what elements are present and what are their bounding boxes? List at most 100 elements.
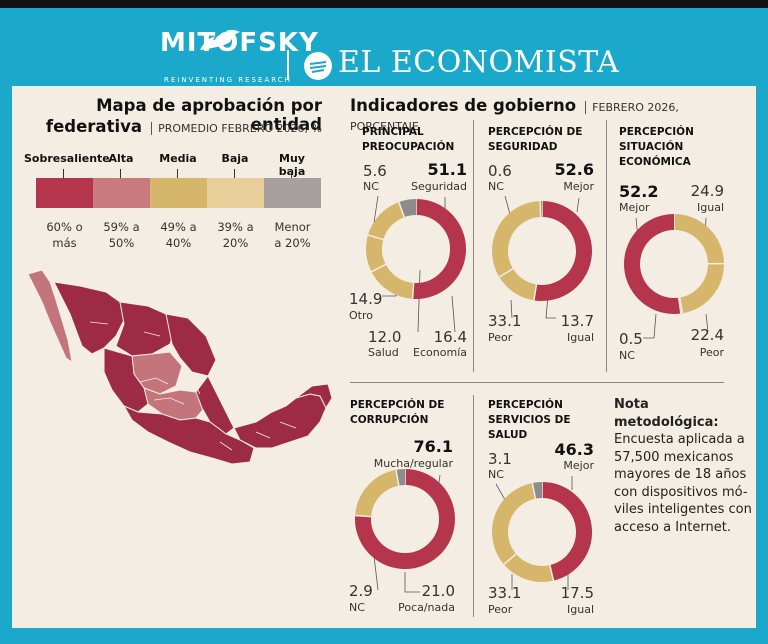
c2-igual-label: Igual <box>567 331 594 344</box>
donut5-separator <box>503 553 517 565</box>
donut2-slice-igual <box>499 268 537 301</box>
c3-igual-value: 24.9 <box>690 182 724 200</box>
donut5-slice-nc <box>532 482 543 499</box>
divider-v2 <box>606 120 607 372</box>
legend-range-line2: 50% <box>108 236 135 250</box>
legend-range-line2: a 20% <box>274 236 311 250</box>
legend-swatch <box>93 178 150 208</box>
legend-range-line1: Menor <box>274 220 311 234</box>
map-region-baja-california <box>27 269 73 364</box>
chart3-title: PERCEPCIÓN SITUACIÓN ECONÓMICA <box>619 126 694 168</box>
c2-igual-value: 13.7 <box>560 312 594 330</box>
divider-v1 <box>473 120 474 372</box>
donut4-slice-mucha-regular <box>355 469 455 569</box>
c4-nc-label: NC <box>349 601 365 614</box>
donut2-separator <box>498 268 514 278</box>
donut1-separator <box>398 201 405 218</box>
map-title-line1: Mapa de aprobación por entidad <box>96 96 322 134</box>
nota-line: mayores de 18 años <box>614 467 747 482</box>
c3-mejor-value: 52.2 <box>619 182 659 201</box>
c2-nc-value: 0.6 <box>488 162 512 180</box>
indicators-subtitle: FEBRERO 2026, PORCENTAJE <box>350 101 679 133</box>
donut1-slice-salud <box>366 235 386 272</box>
c1-otro-value: 14.9 <box>349 290 383 308</box>
donut5-slice-igual <box>503 553 554 582</box>
legend-range-line2: 40% <box>165 236 192 250</box>
c1-otro-label: Otro <box>349 309 373 322</box>
legend-range-line1: 39% a <box>217 220 254 234</box>
legend-range-line1: 60% o <box>46 220 83 234</box>
donut1-slice-econom-a <box>371 264 415 299</box>
c4-mucha-label: Mucha/regular <box>373 457 453 470</box>
donut2-separator <box>539 201 542 218</box>
c1-nc-label: NC <box>363 180 379 193</box>
brand-left: MITOFSKY <box>160 28 319 58</box>
legend-range-line2: 20% <box>222 236 249 250</box>
map-region-yucatan <box>295 383 333 410</box>
c3-nc-value: 0.5 <box>619 330 643 348</box>
nota-metodologica: Nota metodológica: Encuesta aplicada a 5… <box>614 396 754 536</box>
c4-mucha-value: 76.1 <box>413 437 453 456</box>
brand-right: EL ECONOMISTA <box>338 45 620 80</box>
c2-mejor-label: Mejor <box>563 180 594 193</box>
nota-title: Nota metodológica: <box>614 397 719 430</box>
el-economista-logo-icon <box>304 52 332 80</box>
map-title-line2: federativa <box>45 117 142 136</box>
c2-peor-value: 33.1 <box>488 312 522 330</box>
c5-mejor-label: Mejor <box>563 459 594 472</box>
brand-left-sub: REINVENTING RESEARCH <box>164 76 292 84</box>
map-state-borders <box>89 321 297 451</box>
legend-label: Sobresaliente <box>24 152 110 165</box>
legend-label: Baja <box>221 152 249 165</box>
divider-v3 <box>473 395 474 617</box>
map-region-center <box>143 387 207 421</box>
donut1-separator <box>367 234 384 241</box>
c5-peor-value: 33.1 <box>488 584 522 602</box>
indicators-title: Indicadores de gobierno <box>350 96 577 115</box>
legend-tick <box>120 169 121 179</box>
donut4-slice-nc <box>395 469 406 486</box>
donut5-slice-peor <box>492 482 536 565</box>
legend-tick <box>63 169 64 179</box>
c1-eco-value: 16.4 <box>433 328 467 346</box>
donut4-slice-poca-nada <box>355 469 400 518</box>
donut2-separator <box>533 284 538 301</box>
c3-peor-value: 22.4 <box>690 326 724 344</box>
donut2-slice-peor <box>492 201 542 277</box>
legend-tick <box>177 169 178 179</box>
legend-label: Muy baja <box>278 152 306 178</box>
legend-tick <box>291 169 292 179</box>
top-bar <box>0 0 768 8</box>
legend-range-line1: 59% a <box>103 220 140 234</box>
nota-line: 57,500 mexicanos <box>614 449 734 465</box>
c3-nc-label: NC <box>619 349 635 362</box>
chart1-title: PRINCIPAL PREOCUPACIÓN <box>362 126 455 153</box>
c3-peor-label: Peor <box>699 346 724 359</box>
donut3-separator <box>679 297 684 314</box>
legend-swatch <box>207 178 264 208</box>
donut4-separator <box>395 469 400 486</box>
map-region-north <box>115 301 177 357</box>
c5-nc-value: 3.1 <box>488 450 512 468</box>
legend-swatch <box>36 178 93 208</box>
nota-line: con dispositivos mó- <box>614 484 748 500</box>
legend-label: Media <box>159 152 197 165</box>
donut2-slice-mejor <box>533 201 592 301</box>
donut5-separator <box>549 564 555 581</box>
brand-separator <box>287 50 289 80</box>
legend-swatch <box>264 178 321 208</box>
c1-salud-label: Salud <box>368 346 399 359</box>
c2-nc-label: NC <box>488 180 504 193</box>
mexico-map <box>27 269 333 465</box>
map-title-line2-row: federativa PROMEDIO FEBRERO 2026, % <box>42 117 322 136</box>
chart2-title: PERCEPCIÓN DE SEGURIDAD <box>488 126 583 153</box>
nota-line: acceso a Internet. <box>614 519 731 535</box>
donut1-slice-otro <box>367 202 405 240</box>
pegasus-icon <box>200 29 240 50</box>
c1-nc-value: 5.6 <box>363 162 387 180</box>
donut3-slice-igual <box>673 214 724 265</box>
donut4-separator <box>355 514 372 518</box>
c5-igual-value: 17.5 <box>560 584 594 602</box>
map-subtitle: PROMEDIO FEBRERO 2026, % <box>151 122 322 135</box>
